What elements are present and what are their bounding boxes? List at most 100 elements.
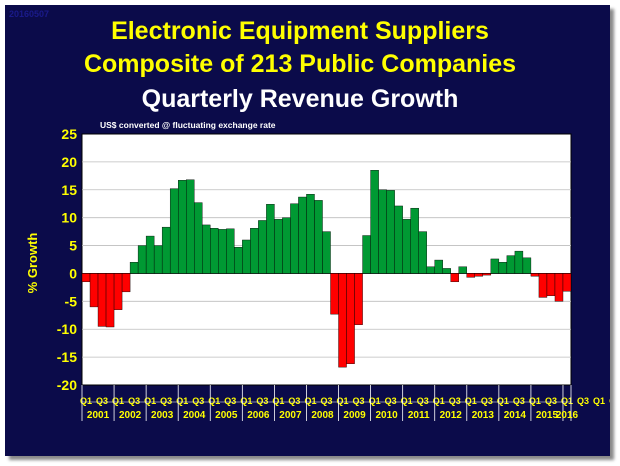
bar	[482, 273, 492, 276]
chart-title-line-2: Composite of 213 Public Companies	[84, 50, 516, 78]
x-quarter-label: Q3	[513, 396, 525, 406]
bar	[89, 273, 99, 308]
bar	[145, 235, 155, 274]
bar	[434, 259, 443, 274]
x-quarter-label: Q3	[96, 396, 108, 406]
y-tick-label: 20	[61, 154, 77, 170]
y-tick-label: -20	[57, 377, 77, 393]
x-quarter-label: Q3	[385, 396, 397, 406]
x-quarter-label: Q3	[288, 396, 300, 406]
x-quarter-label: Q1	[337, 396, 349, 406]
x-year-label: 2016	[556, 410, 579, 421]
x-year-label: 2005	[215, 410, 238, 421]
bar	[338, 273, 347, 368]
bar	[450, 273, 459, 283]
x-tick-labels: Q1 Q3 Q1 Q3 Q1 Q3 Q1 Q3 Q1 Q3 Q1 Q3 Q1 Q3 Q1 Q3 Q1 Q3 Q1 Q3…	[80, 385, 610, 421]
x-quarter-label: Q3	[545, 396, 557, 406]
x-quarter-label: Q1	[208, 396, 220, 406]
bar	[266, 204, 275, 274]
x-quarter-label: Q1	[112, 396, 124, 406]
revenue-growth-chart: 20160507 Electronic Equipment Suppliers …	[9, 9, 610, 421]
x-year-label: 2001	[87, 410, 110, 421]
x-quarter-label: Q1	[561, 396, 573, 406]
bar	[177, 180, 187, 274]
x-quarter-label: Q3	[128, 396, 140, 406]
bar	[81, 273, 91, 283]
bar	[442, 268, 451, 274]
x-quarter-label: Q1	[401, 396, 413, 406]
exchange-rate-note: US$ converted @ fluctuating exchange rat…	[100, 120, 276, 130]
x-quarter-label: Q1	[176, 396, 188, 406]
bar	[378, 189, 387, 274]
x-quarter-label: Q1	[80, 396, 92, 406]
y-tick-label: -5	[65, 293, 78, 309]
bar	[322, 231, 331, 274]
bar	[394, 205, 403, 274]
bar	[113, 273, 123, 310]
chart-title-line-1: Electronic Equipment Suppliers	[111, 17, 489, 45]
bar	[506, 255, 516, 274]
bar	[538, 273, 548, 298]
x-quarter-label: Q3	[160, 396, 172, 406]
x-quarter-label: Q3	[320, 396, 332, 406]
y-tick-label: 25	[61, 126, 77, 142]
x-year-label: 2008	[311, 410, 334, 421]
bar	[346, 273, 355, 365]
bar	[194, 202, 203, 274]
bar	[362, 235, 371, 274]
bar	[490, 258, 500, 274]
bar	[546, 273, 556, 296]
bar	[97, 273, 107, 327]
bar	[290, 203, 299, 274]
bar	[202, 224, 211, 274]
x-quarter-label: Q3	[224, 396, 236, 406]
y-tick-label: -15	[57, 349, 77, 365]
bar	[514, 250, 524, 274]
bar	[426, 266, 435, 274]
bar	[282, 217, 291, 274]
x-year-label: 2009	[343, 410, 366, 421]
x-quarter-label: Q1	[272, 396, 284, 406]
bar	[562, 273, 572, 292]
bar	[554, 273, 564, 302]
x-year-label: 2003	[151, 410, 174, 421]
x-year-label: 2002	[119, 410, 142, 421]
bar	[306, 194, 315, 274]
chart-slide: 20160507 Electronic Equipment Suppliers …	[5, 5, 610, 456]
bar	[402, 219, 411, 274]
x-year-label: 2014	[504, 410, 527, 421]
x-quarter-label: Q3	[256, 396, 268, 406]
x-quarter-label: Q1	[529, 396, 541, 406]
x-quarter-label: Q1	[465, 396, 477, 406]
bar	[418, 231, 427, 274]
bar	[105, 273, 115, 328]
x-quarter-label: Q1	[369, 396, 381, 406]
y-tick-label: -10	[57, 321, 77, 337]
x-quarter-label: Q1	[304, 396, 316, 406]
x-quarter-label: Q3	[417, 396, 429, 406]
x-year-label: 2012	[440, 410, 463, 421]
x-quarter-label: Q1	[240, 396, 252, 406]
bar	[458, 266, 467, 274]
bar	[474, 273, 484, 277]
x-quarter-label: Q3	[192, 396, 204, 406]
bar	[153, 245, 163, 274]
y-tick-label: 0	[69, 265, 77, 281]
bar	[242, 239, 251, 274]
y-tick-label: 10	[61, 210, 77, 226]
bar	[234, 247, 243, 274]
bar	[330, 273, 339, 315]
y-tick-labels: 25 20 15 10 5 0 -5 -10 -15 -20	[57, 126, 77, 393]
bar	[210, 228, 219, 274]
bar	[226, 228, 235, 274]
bar	[258, 220, 267, 274]
bar	[522, 257, 532, 274]
x-quarter-label: Q3	[481, 396, 493, 406]
x-quarter-label: Q1	[144, 396, 156, 406]
x-quarter-label: Q3	[609, 396, 610, 406]
bar	[314, 200, 323, 274]
x-quarter-label: Q1	[433, 396, 445, 406]
watermark: 20160507	[9, 9, 49, 19]
bar	[466, 273, 476, 278]
x-quarter-label: Q3	[353, 396, 365, 406]
